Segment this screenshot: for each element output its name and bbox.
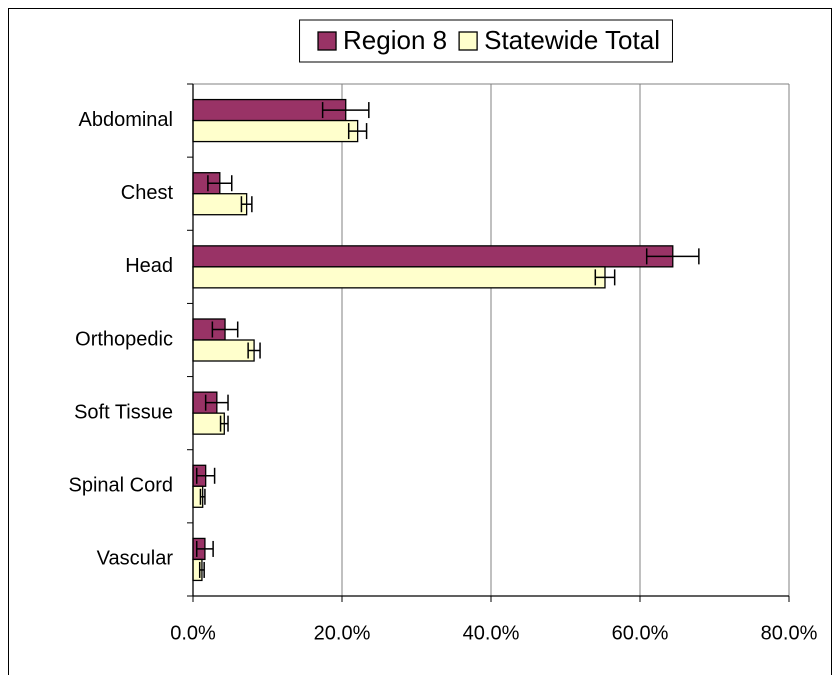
x-tick-label: 60.0% xyxy=(612,622,669,644)
error-bar xyxy=(211,321,239,338)
legend-swatch xyxy=(458,31,478,51)
y-tick-label: Chest xyxy=(121,182,174,204)
x-tick-label: 80.0% xyxy=(761,622,818,644)
error-bar xyxy=(240,196,253,213)
legend-label: Statewide Total xyxy=(484,25,660,55)
x-tick-label: 20.0% xyxy=(314,622,371,644)
x-tick-label: 40.0% xyxy=(463,622,520,644)
chart-frame xyxy=(8,8,832,675)
legend-box xyxy=(299,19,673,63)
bar xyxy=(192,412,225,435)
y-tick-label: Abdominal xyxy=(78,109,173,131)
error-bar xyxy=(198,561,205,578)
bar xyxy=(192,266,606,289)
y-tick-label: Soft Tissue xyxy=(74,401,173,423)
y-tick-label: Spinal Cord xyxy=(68,475,173,497)
bar xyxy=(192,193,248,216)
bar xyxy=(192,119,359,143)
error-bar xyxy=(645,248,700,265)
bar xyxy=(192,245,674,268)
error-bar xyxy=(199,488,206,505)
legend-label: Region 8 xyxy=(343,25,447,55)
y-tick-label: Head xyxy=(125,255,173,277)
y-tick-label: Vascular xyxy=(97,548,174,570)
error-bar xyxy=(195,540,214,557)
error-bar xyxy=(219,415,229,432)
y-tick-label: Orthopedic xyxy=(75,328,173,350)
error-bar xyxy=(207,175,233,192)
error-bar xyxy=(204,394,229,411)
x-tick-label: 0.0% xyxy=(170,622,216,644)
bar xyxy=(192,339,255,362)
error-bar xyxy=(594,269,616,286)
legend-swatch xyxy=(317,31,337,51)
legend: Region 8 Statewide Total xyxy=(299,19,673,63)
error-bar xyxy=(195,467,216,484)
error-bar xyxy=(347,123,368,140)
error-bar xyxy=(321,102,370,119)
error-bar xyxy=(247,342,261,359)
